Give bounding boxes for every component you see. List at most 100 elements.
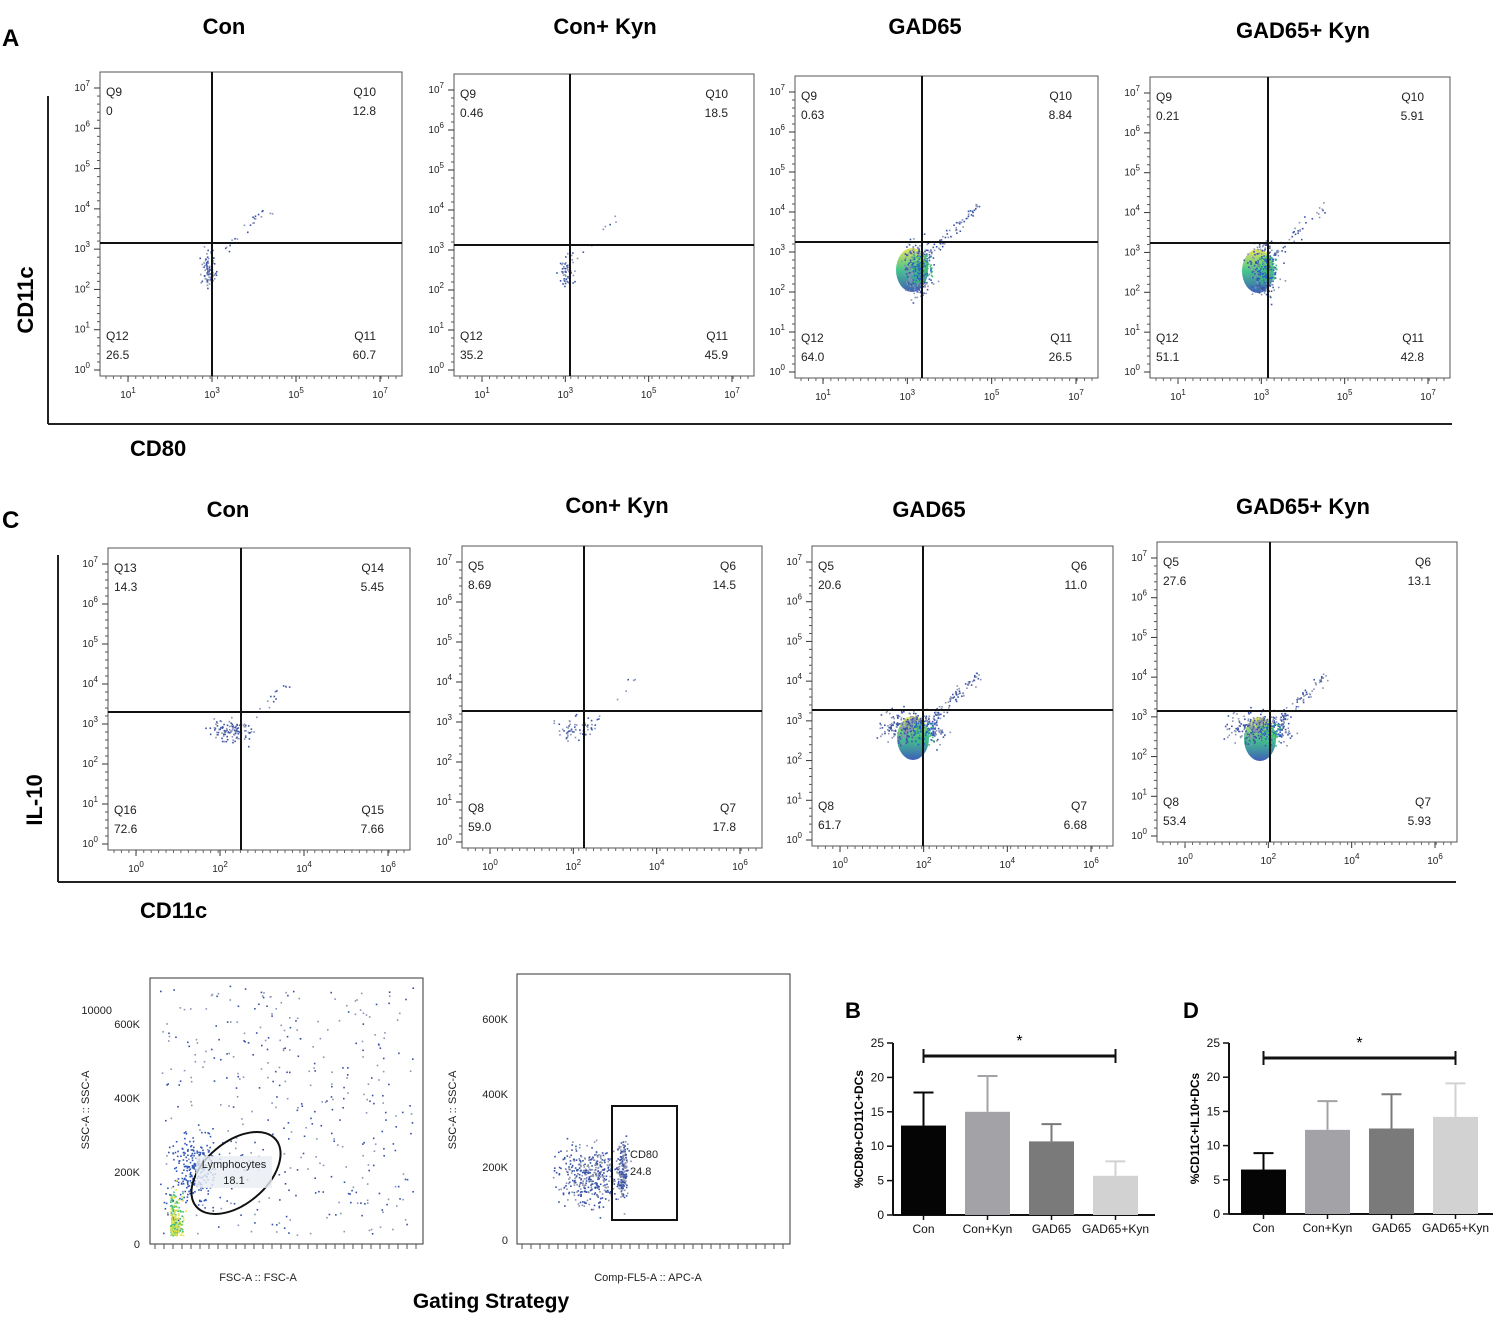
gating-event xyxy=(171,1224,173,1227)
flow-event xyxy=(888,726,890,729)
flow-event xyxy=(1250,266,1253,268)
flow-event xyxy=(1253,717,1255,720)
flow-event xyxy=(1288,238,1291,241)
flow-event xyxy=(913,238,915,240)
gating-event xyxy=(330,1175,333,1178)
gating-event xyxy=(296,1234,299,1237)
gating-event xyxy=(203,1060,206,1063)
flow-event xyxy=(1265,727,1268,729)
gating-event xyxy=(342,1106,344,1109)
flow-event xyxy=(911,279,914,282)
gating-event xyxy=(575,1175,578,1177)
gating-event xyxy=(190,1149,193,1151)
flow-event xyxy=(216,722,219,724)
gating-event xyxy=(595,1166,597,1169)
gating-event xyxy=(342,1067,344,1069)
gating-event xyxy=(173,1212,175,1215)
gating-event xyxy=(278,1173,281,1176)
flow-event xyxy=(906,273,908,275)
flow-event xyxy=(207,257,210,260)
gating-event xyxy=(322,1164,325,1167)
gating-event xyxy=(176,1209,179,1211)
flow-event xyxy=(1294,227,1296,230)
flow-event xyxy=(932,726,934,728)
flow-event xyxy=(561,272,564,275)
gating-event xyxy=(616,1172,619,1174)
flow-event xyxy=(1245,724,1248,726)
flow-event xyxy=(572,282,575,284)
flow-event xyxy=(223,740,226,743)
gating-event xyxy=(620,1161,622,1164)
flow-event xyxy=(1258,252,1261,255)
gating-event xyxy=(553,1167,556,1169)
gating-event xyxy=(598,1154,600,1156)
gating-event xyxy=(167,1212,169,1214)
flow-event xyxy=(1246,723,1249,726)
lymphocytes-gate[interactable] xyxy=(176,1116,296,1230)
flow-event xyxy=(949,696,952,698)
flow-y-tick-label: 101 xyxy=(1131,787,1147,802)
gating-event xyxy=(167,1083,169,1085)
gating-event xyxy=(260,991,263,994)
flow-event xyxy=(1272,276,1274,279)
flow-event xyxy=(1308,696,1310,699)
flow-event xyxy=(201,280,204,283)
gating-event xyxy=(585,1180,588,1182)
flow-event xyxy=(961,219,964,221)
flow-event xyxy=(934,724,937,726)
gating-event xyxy=(232,1106,235,1108)
gating-event xyxy=(593,1193,596,1196)
flow-event xyxy=(222,733,225,735)
gating-event xyxy=(612,1150,615,1153)
flow-event xyxy=(938,731,941,734)
gating-event xyxy=(187,1183,189,1186)
gating-event xyxy=(172,1205,175,1207)
flow-event xyxy=(1261,245,1264,248)
flow-event xyxy=(913,730,916,732)
gating-event xyxy=(226,1021,229,1023)
flow-event xyxy=(913,710,915,713)
flow-event xyxy=(244,734,247,737)
gating-plot1-ytick: 200K xyxy=(114,1167,140,1179)
gating-event xyxy=(195,1038,198,1041)
flow-event xyxy=(928,744,930,746)
gating-event xyxy=(165,1119,167,1122)
gating-plot2-ytick: 400K xyxy=(482,1089,508,1101)
gating-event xyxy=(573,1194,576,1197)
gating-event xyxy=(404,1178,407,1181)
flow-event xyxy=(976,204,978,206)
gating-event xyxy=(351,1189,353,1192)
flow-event xyxy=(1278,286,1280,289)
flow-event xyxy=(1256,246,1259,249)
flow-event xyxy=(1264,723,1267,726)
flow-event xyxy=(1262,268,1265,270)
gating-event xyxy=(279,1199,281,1201)
flow-event xyxy=(936,721,938,724)
gating-event xyxy=(577,1203,580,1205)
gating-event xyxy=(623,1176,626,1179)
gating-event xyxy=(392,1228,394,1231)
gating-event xyxy=(382,1057,385,1060)
flow-event xyxy=(1257,731,1260,734)
gating-event xyxy=(296,1029,298,1031)
flow-event xyxy=(1274,730,1277,733)
gating-event xyxy=(178,1160,181,1162)
gating-event xyxy=(254,1213,256,1216)
gating-event xyxy=(405,998,407,1001)
gating-event xyxy=(171,1231,173,1233)
gating-event xyxy=(190,1181,193,1184)
flow-y-tick-label: 100 xyxy=(82,835,98,850)
cd80-gate[interactable] xyxy=(611,1105,678,1221)
flow-event xyxy=(916,730,919,733)
flow-event xyxy=(1275,258,1277,261)
gating-event xyxy=(183,1069,186,1072)
gating-event xyxy=(598,1206,601,1209)
flow-event xyxy=(897,736,900,739)
flow-event xyxy=(1260,287,1263,290)
quadrant-value: 60.7 xyxy=(353,348,377,362)
flow-event xyxy=(912,266,914,268)
flow-event xyxy=(1264,248,1266,251)
flow-event xyxy=(916,729,919,731)
gating-event xyxy=(193,1182,196,1185)
flow-events xyxy=(876,672,982,760)
